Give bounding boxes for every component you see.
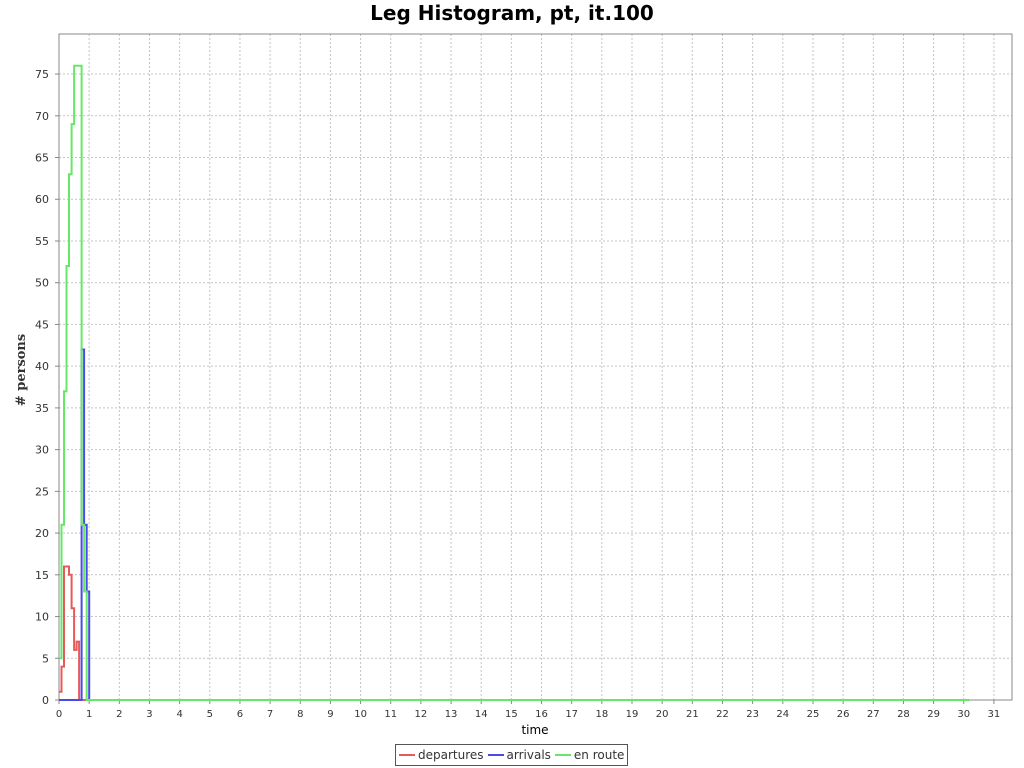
x-tick-label: 25 [807, 709, 820, 720]
legend-item-arrivals: arrivals [487, 748, 551, 762]
y-tick-label: 60 [35, 193, 49, 206]
x-tick-label: 24 [776, 709, 789, 720]
y-tick-label: 15 [35, 569, 49, 582]
legend-item-en-route: en route [554, 748, 625, 762]
y-tick-label: 45 [35, 318, 49, 331]
x-tick-label: 13 [445, 709, 458, 720]
legend-label: departures [418, 748, 484, 762]
x-tick-label: 28 [897, 709, 910, 720]
x-tick-label: 4 [176, 709, 182, 720]
y-tick-label: 70 [35, 110, 49, 123]
legend-item-departures: departures [399, 748, 484, 762]
x-tick-label: 15 [505, 709, 518, 720]
x-tick-label: 3 [146, 709, 152, 720]
x-tick-label: 19 [626, 709, 639, 720]
x-tick-label: 8 [297, 709, 303, 720]
y-tick-label: 50 [35, 277, 49, 290]
x-tick-label: 12 [415, 709, 428, 720]
x-tick-label: 2 [116, 709, 122, 720]
x-tick-label: 22 [716, 709, 729, 720]
x-tick-label: 1 [86, 709, 92, 720]
legend: departures arrivals en route [395, 744, 629, 766]
x-tick-label: 26 [837, 709, 850, 720]
x-tick-label: 29 [927, 709, 940, 720]
x-tick-label: 11 [384, 709, 397, 720]
y-tick-label: 0 [42, 694, 49, 707]
legend-label: arrivals [506, 748, 551, 762]
y-tick-label: 25 [35, 485, 49, 498]
plot-frame [58, 33, 1013, 701]
y-tick-label: 65 [35, 152, 49, 165]
x-tick-label: 21 [686, 709, 699, 720]
y-tick-label: 5 [42, 652, 49, 665]
x-tick-label: 17 [565, 709, 578, 720]
x-tick-label: 6 [237, 709, 243, 720]
y-axis: 0 5 10 15 20 25 30 35 40 45 50 55 60 65 70 75 [35, 68, 59, 707]
series-line-en-route [59, 64, 969, 701]
x-tick-label: 14 [475, 709, 488, 720]
x-axis-label: time [521, 723, 548, 737]
x-tick-label: 5 [207, 709, 213, 720]
series-line-arrivals [59, 348, 969, 701]
y-tick-label: 40 [35, 360, 49, 373]
x-tick-label: 31 [988, 709, 1001, 720]
x-tick-label: 7 [267, 709, 273, 720]
x-tick-label: 0 [56, 709, 62, 720]
x-tick-label: 10 [354, 709, 367, 720]
y-tick-label: 10 [35, 611, 49, 624]
series-lines [59, 64, 969, 701]
x-tick-label: 23 [746, 709, 759, 720]
grid [59, 34, 1012, 700]
chart-title: Leg Histogram, pt, it.100 [370, 1, 654, 25]
x-axis: 0 1 2 3 4 5 6 7 8 9 10 11 12 13 14 15 16 17 18 19 20 21 22 23 24… [56, 700, 1000, 720]
series-line-departures [59, 565, 969, 701]
x-tick-label: 20 [656, 709, 669, 720]
legend-label: en route [573, 748, 625, 762]
x-tick-label: 9 [327, 709, 333, 720]
legend-swatch [399, 754, 415, 756]
y-tick-label: 75 [35, 68, 49, 81]
x-tick-label: 16 [535, 709, 548, 720]
x-tick-label: 27 [867, 709, 880, 720]
x-tick-label: 30 [957, 709, 970, 720]
y-tick-label: 30 [35, 444, 49, 457]
y-tick-label: 55 [35, 235, 49, 248]
y-axis-label: # persons [14, 334, 29, 406]
legend-swatch [554, 754, 571, 756]
y-tick-label: 20 [35, 527, 49, 540]
legend-swatch [487, 754, 504, 756]
x-tick-label: 18 [595, 709, 608, 720]
y-tick-label: 35 [35, 402, 49, 415]
